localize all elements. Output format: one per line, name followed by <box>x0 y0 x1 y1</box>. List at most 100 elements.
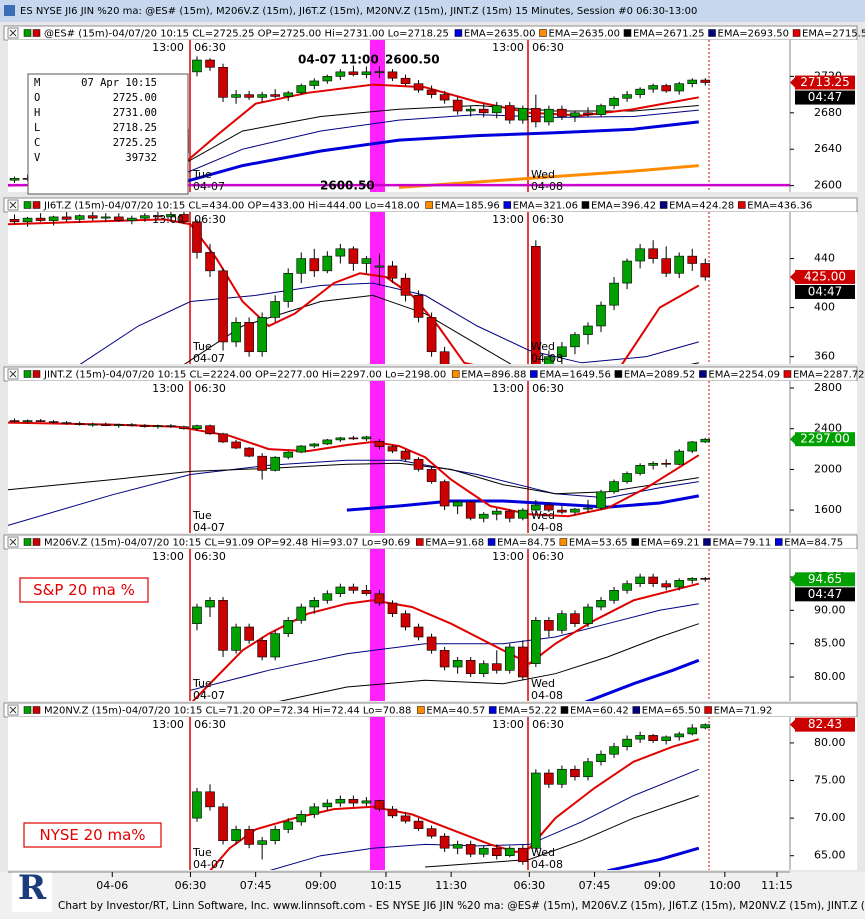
y-tick-label: 80.00 <box>814 670 846 683</box>
day-label: Tue <box>192 168 212 181</box>
candle-body <box>557 613 567 631</box>
pane-label: NYSE 20 ma% <box>39 826 145 844</box>
candle-body <box>296 85 307 94</box>
day-label: Wed <box>531 168 555 181</box>
y-tick-label: 2680 <box>814 106 842 119</box>
day-label: Tue <box>192 846 212 859</box>
last-price-label: 2713.25 <box>800 75 850 89</box>
legend-label: EMA=60.42 <box>570 706 629 717</box>
candle-body <box>387 602 398 614</box>
candle-body <box>687 79 698 84</box>
candle-body <box>244 447 254 457</box>
data-window-value: 2725.00 <box>113 92 157 104</box>
icon-down <box>32 538 41 546</box>
x-tick-label: 04-06 <box>96 879 128 892</box>
legend-swatch <box>632 706 641 714</box>
candle-body <box>426 89 437 95</box>
candle-body <box>544 108 554 123</box>
legend-swatch <box>703 538 711 546</box>
selected-bar-highlight <box>370 212 385 364</box>
candle-body <box>179 426 189 430</box>
legend-label: EMA=84.75 <box>497 538 556 549</box>
legend-label: EMA=2671.25 <box>633 29 705 40</box>
candle-body <box>270 301 280 318</box>
title-bar <box>0 0 865 22</box>
candle-body <box>309 443 320 447</box>
close-icon <box>9 706 17 714</box>
candle-body <box>218 67 228 98</box>
last-price-label: 425.00 <box>804 269 846 283</box>
candle-body <box>322 593 333 601</box>
candle-body <box>348 586 359 591</box>
candle-body <box>309 80 320 86</box>
candle-body <box>531 107 541 123</box>
last-price-box <box>795 269 855 284</box>
candle-body <box>557 509 567 513</box>
candle-body <box>700 79 711 83</box>
candle-body <box>205 791 215 808</box>
candle-body <box>674 83 685 92</box>
date-label: 04-08 <box>531 689 563 702</box>
candle-body <box>557 108 567 117</box>
candle-body <box>413 626 424 638</box>
candle-body <box>622 94 632 99</box>
candle-body <box>687 578 698 581</box>
candle-body <box>283 821 294 830</box>
legend-swatch <box>454 29 463 37</box>
session-label: 06:30 <box>532 550 564 563</box>
candle-body <box>335 586 346 594</box>
legend-label: EMA=65.50 <box>642 706 701 717</box>
icon-down <box>32 201 41 209</box>
session-label: 13:00 <box>492 718 524 731</box>
candle-body <box>583 761 593 778</box>
candle-body <box>374 800 385 810</box>
candle-body <box>635 465 645 474</box>
candle-body <box>374 593 385 604</box>
candle-body <box>270 456 280 471</box>
x-tick-label: 11:15 <box>761 879 793 892</box>
x-tick-label: 09:00 <box>305 879 337 892</box>
date-label: 04-07 <box>193 180 225 193</box>
candle-body <box>426 828 437 837</box>
candle-body <box>257 94 267 98</box>
icon-up <box>23 706 32 714</box>
legend-swatch <box>530 370 538 378</box>
price-axis <box>790 381 857 533</box>
plot-area <box>8 381 790 533</box>
pane-title: JINT.Z (15m)-04/07/20 10:15 CL=2224.00 O… <box>43 370 446 381</box>
legend-label: EMA=2254.09 <box>708 370 780 381</box>
legend-label: EMA=79.11 <box>712 538 771 549</box>
data-window-key: V <box>34 152 41 164</box>
candle-body <box>452 501 463 507</box>
candle-body <box>361 590 372 594</box>
legend-swatch <box>539 29 547 37</box>
candle-body <box>439 835 450 849</box>
session-label: 06:30 <box>194 382 226 395</box>
candle-body <box>491 105 502 114</box>
plot-layer <box>189 717 711 870</box>
legend-swatch <box>792 29 801 37</box>
session-label: 13:00 <box>152 718 184 731</box>
day-label: Wed <box>531 340 555 353</box>
candle-body <box>531 772 541 849</box>
candle-body <box>257 455 267 471</box>
session-label: 13:00 <box>152 550 184 563</box>
annotation-level: 2600.50 <box>385 53 440 67</box>
candle-body <box>478 847 489 855</box>
date-label: 04-08 <box>531 180 563 193</box>
candle-body <box>648 463 658 466</box>
candle-body <box>609 97 619 106</box>
candle-body <box>270 94 280 97</box>
candle-body <box>400 450 411 460</box>
candle-body <box>192 221 202 253</box>
price-axis <box>790 717 857 870</box>
candle-body <box>583 507 593 510</box>
candle-body <box>322 255 333 272</box>
session-label: 13:00 <box>492 550 524 563</box>
candle-body <box>518 509 528 519</box>
candle-body <box>596 491 606 509</box>
ema-line <box>8 218 700 364</box>
candle-body <box>35 217 46 221</box>
candle-body <box>452 844 463 849</box>
candle-body <box>504 847 515 857</box>
